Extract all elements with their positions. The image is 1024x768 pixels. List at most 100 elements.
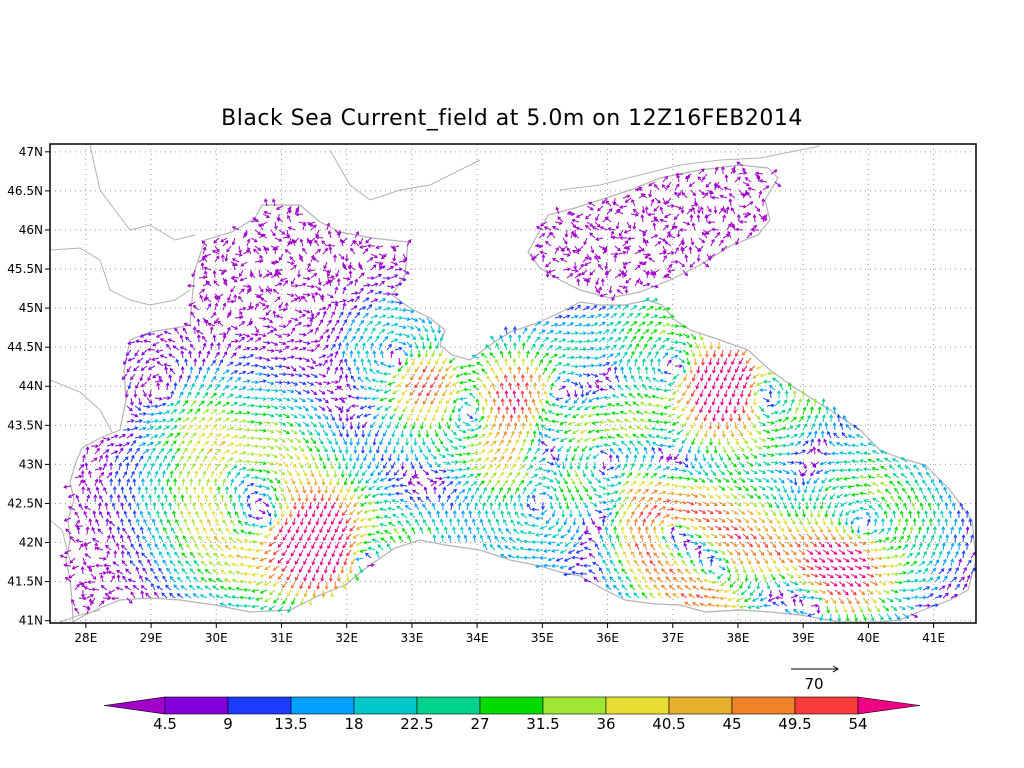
- current-vector-arrow: [573, 397, 580, 404]
- current-vector-arrow: [290, 327, 296, 335]
- current-vector-arrow: [138, 426, 147, 431]
- current-vector-arrow: [898, 588, 907, 593]
- current-vector-arrow: [671, 534, 676, 543]
- current-vector-arrow: [278, 389, 287, 394]
- current-vector-arrow: [298, 413, 306, 419]
- current-vector-arrow: [880, 465, 888, 471]
- current-vector-arrow: [398, 277, 407, 282]
- current-vector-arrow: [598, 354, 607, 359]
- current-vector-arrow: [681, 560, 688, 567]
- current-vector-arrow: [537, 374, 542, 383]
- current-vector-arrow: [201, 335, 208, 343]
- current-vector-arrow: [627, 410, 636, 415]
- current-vector-arrow: [138, 470, 143, 479]
- current-vector-arrow: [334, 405, 342, 410]
- current-vector-arrow: [272, 565, 280, 571]
- current-vector-arrow: [274, 282, 283, 287]
- current-vector-arrow: [371, 508, 380, 513]
- current-vector-arrow: [874, 589, 882, 595]
- current-vector-arrow: [419, 405, 424, 414]
- current-vector-arrow: [278, 341, 287, 346]
- current-vector-arrow: [321, 589, 326, 598]
- current-vector-arrow: [834, 541, 842, 548]
- current-vector-arrow: [222, 334, 227, 343]
- current-vector-arrow: [338, 533, 344, 541]
- current-vector-arrow: [866, 589, 874, 595]
- current-vector-arrow: [717, 437, 722, 446]
- current-vector-arrow: [218, 425, 226, 431]
- current-vector-arrow: [547, 525, 556, 530]
- current-vector-arrow: [67, 506, 76, 511]
- current-vector-arrow: [818, 573, 827, 578]
- current-vector-arrow: [210, 311, 217, 319]
- current-vector-arrow: [490, 472, 497, 479]
- current-vector-arrow: [120, 550, 125, 559]
- current-vector-arrow: [743, 381, 748, 390]
- current-vector-arrow: [776, 390, 781, 399]
- current-vector-arrow: [375, 245, 384, 250]
- current-vector-arrow: [535, 533, 544, 537]
- current-vector-arrow: [407, 534, 412, 543]
- current-vector-arrow: [504, 326, 508, 335]
- current-vector-arrow: [270, 453, 279, 458]
- current-vector-arrow: [290, 264, 297, 271]
- current-vector-arrow: [608, 454, 613, 463]
- current-vector-arrow: [854, 549, 863, 554]
- current-vector-arrow: [279, 277, 288, 282]
- current-vector-arrow: [902, 487, 908, 495]
- current-vector-arrow: [682, 539, 691, 544]
- current-vector-arrow: [716, 357, 720, 366]
- current-vector-arrow: [770, 410, 779, 415]
- current-vector-arrow: [204, 569, 212, 575]
- current-vector-arrow: [202, 255, 208, 263]
- current-vector-arrow: [426, 477, 434, 483]
- current-vector-arrow: [575, 226, 584, 231]
- current-vector-arrow: [174, 551, 180, 559]
- current-vector-arrow: [246, 287, 252, 295]
- current-vector-arrow: [284, 517, 289, 526]
- current-vector-arrow: [531, 507, 540, 512]
- current-vector-arrow: [190, 382, 195, 391]
- current-vector-arrow: [646, 306, 655, 311]
- current-vector-arrow: [838, 597, 844, 605]
- current-vector-arrow: [331, 549, 336, 558]
- current-vector-arrow: [490, 335, 496, 343]
- current-vector-arrow: [291, 238, 296, 247]
- current-vector-arrow: [198, 448, 205, 455]
- current-vector-arrow: [572, 233, 580, 239]
- current-vector-arrow: [770, 557, 777, 565]
- current-vector-arrow: [594, 221, 601, 228]
- current-vector-arrow: [514, 456, 521, 463]
- current-vector-arrow: [939, 494, 944, 503]
- current-vector-arrow: [699, 405, 704, 414]
- current-vector-arrow: [954, 566, 959, 575]
- current-vector-arrow: [358, 306, 367, 311]
- current-vector-arrow: [883, 474, 892, 479]
- current-vector-arrow: [823, 438, 828, 447]
- current-vector-arrow: [874, 605, 881, 613]
- current-vector-arrow: [140, 494, 145, 503]
- current-vector-arrow: [890, 554, 899, 559]
- current-vector-arrow: [708, 190, 713, 199]
- current-vector-arrow: [766, 549, 773, 556]
- current-vector-arrow: [142, 404, 151, 409]
- current-vector-arrow: [178, 374, 183, 383]
- current-vector-arrow: [638, 245, 645, 252]
- current-vector-arrow: [754, 509, 762, 516]
- current-vector-arrow: [495, 342, 500, 351]
- current-vector-arrow: [421, 341, 426, 350]
- current-vector-arrow: [923, 494, 928, 503]
- current-vector-arrow: [797, 501, 802, 510]
- current-vector-arrow: [238, 479, 245, 487]
- current-vector-arrow: [535, 406, 540, 415]
- current-vector-arrow: [114, 454, 119, 463]
- current-vector-arrow: [743, 213, 752, 218]
- current-vector-arrow: [531, 398, 536, 407]
- current-vector-arrow: [204, 585, 212, 591]
- current-vector-arrow: [655, 387, 664, 392]
- current-vector-arrow: [842, 573, 850, 579]
- current-vector-arrow: [425, 429, 430, 438]
- current-vector-arrow: [270, 325, 278, 332]
- current-vector-arrow: [168, 353, 176, 359]
- current-vector-arrow: [207, 518, 212, 527]
